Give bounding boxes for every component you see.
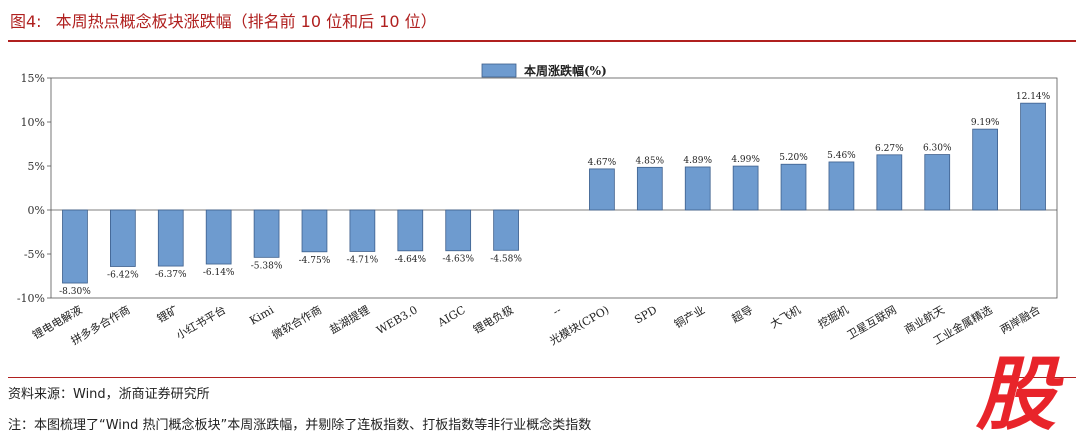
chart-frame xyxy=(50,77,1058,299)
bar-value-label: -8.30% xyxy=(59,287,91,297)
x-tick-label: 盐湖提锂 xyxy=(327,302,372,336)
y-tick-label: -10% xyxy=(17,292,45,305)
x-tick-label: 大飞机 xyxy=(767,302,803,331)
bar xyxy=(62,209,88,284)
y-tick-label: 5% xyxy=(28,160,45,173)
bar-value-label: -6.42% xyxy=(107,270,139,280)
x-tick-label: WEB3.0 xyxy=(374,303,419,337)
bar-value-label: 4.85% xyxy=(636,156,665,166)
legend-label: 本周涨跌幅(%) xyxy=(524,63,607,78)
bar-value-label: -5.38% xyxy=(251,261,283,271)
y-tick-label: 0% xyxy=(28,204,45,217)
bar xyxy=(205,209,232,265)
x-tick-label: 锂电负极 xyxy=(470,302,515,336)
bar-value-label: 4.89% xyxy=(683,156,712,166)
x-tick-label: Kimi xyxy=(247,303,276,327)
bar-value-label: 4.67% xyxy=(588,158,617,168)
bar xyxy=(157,209,184,267)
bar-value-label: -4.75% xyxy=(299,256,331,266)
bar-value-label: 6.27% xyxy=(875,144,904,154)
bar-value-label: 12.14% xyxy=(1016,92,1051,102)
y-tick-label: 15% xyxy=(21,72,45,85)
bar-value-label: -4.64% xyxy=(394,255,426,265)
bar xyxy=(301,209,328,253)
bar xyxy=(589,168,615,211)
legend-swatch xyxy=(481,63,517,78)
legend: 本周涨跌幅(%) xyxy=(481,63,607,78)
bar xyxy=(349,209,376,252)
bar xyxy=(684,166,711,211)
figure-title: 图4: 本周热点概念板块涨跌幅（排名前 10 位和后 10 位） xyxy=(10,10,437,34)
bar xyxy=(876,154,903,211)
bar-chart: -10% -5% 0% 5% 10% 15% -8.30% -6.42% -6.37% -6.1… xyxy=(17,63,1058,348)
bar xyxy=(780,163,807,211)
figure-title-text: 本周热点概念板块涨跌幅（排名前 10 位和后 10 位） xyxy=(55,12,437,31)
bar-value-label: -6.14% xyxy=(203,268,235,278)
figure-number: 图4: xyxy=(10,12,42,31)
x-tick-label: 超导 xyxy=(729,302,755,325)
bar xyxy=(636,166,663,211)
footer-divider xyxy=(8,377,1076,378)
y-tick-label: 10% xyxy=(21,116,45,129)
bar-series xyxy=(62,102,1046,284)
bar-value-label: -4.63% xyxy=(442,255,474,265)
bar-value-label: -4.58% xyxy=(490,254,522,264)
bar-value-label: 6.30% xyxy=(923,144,952,154)
x-tick-label: 铜产业 xyxy=(672,302,708,331)
bar-value-label: 9.19% xyxy=(971,118,1000,128)
x-tick-label: 卫星互联网 xyxy=(845,303,899,342)
y-axis: -10% -5% 0% 5% 10% 15% xyxy=(17,72,51,305)
plot-border xyxy=(50,77,1058,299)
y-tick-label: -5% xyxy=(24,248,45,261)
source-text: 资料来源：Wind，浙商证券研究所 xyxy=(8,387,210,402)
x-tick-label: 小红书平台 xyxy=(174,302,229,342)
bar xyxy=(253,209,280,258)
bar xyxy=(972,128,998,211)
bar-value-label: -4.71% xyxy=(347,255,379,265)
bar-value-label: 5.46% xyxy=(827,151,856,161)
x-tick-label: SPD xyxy=(632,303,659,326)
x-tick-label: AIGC xyxy=(435,303,468,330)
x-tick-label: 锂矿 xyxy=(154,302,180,325)
bar xyxy=(110,209,136,267)
note-text: 注：本图梳理了“Wind 热门概念板块”本周涨跌幅，并剔除了连板指数、打板指数等… xyxy=(8,418,592,433)
bar xyxy=(1020,102,1046,211)
bar xyxy=(397,209,424,252)
x-tick-label: -- xyxy=(551,303,564,318)
bar-value-label: 4.99% xyxy=(731,155,760,165)
bar xyxy=(924,154,951,211)
title-divider xyxy=(8,40,1076,42)
bar xyxy=(445,209,472,252)
bar-value-label: 5.20% xyxy=(779,153,808,163)
stock-watermark-icon: 股 xyxy=(976,348,1056,441)
x-tick-label: 两岸融合 xyxy=(997,302,1042,336)
bar xyxy=(732,165,759,211)
bar xyxy=(828,161,855,211)
bar xyxy=(493,209,519,251)
x-tick-label: 挖掘机 xyxy=(815,302,851,331)
bar-value-label: -6.37% xyxy=(155,270,187,280)
x-tick-label: 微软合作商 xyxy=(269,302,324,342)
value-labels: -8.30% -6.42% -6.37% -6.14% -5.38% -4.75% -4.7… xyxy=(59,92,1051,297)
